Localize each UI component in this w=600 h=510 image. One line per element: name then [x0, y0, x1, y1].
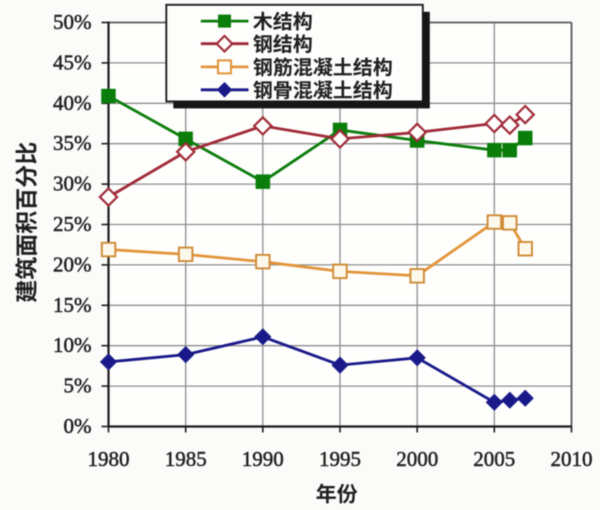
- svg-text:20%: 20%: [53, 252, 92, 276]
- svg-text:1980: 1980: [88, 447, 130, 471]
- svg-text:1985: 1985: [165, 447, 207, 471]
- svg-text:25%: 25%: [53, 212, 92, 236]
- svg-text:2000: 2000: [396, 447, 438, 471]
- svg-text:1995: 1995: [319, 447, 361, 471]
- svg-text:0%: 0%: [64, 414, 92, 438]
- svg-text:30%: 30%: [53, 172, 92, 196]
- svg-text:45%: 45%: [53, 50, 92, 74]
- svg-text:10%: 10%: [53, 333, 92, 357]
- svg-text:5%: 5%: [64, 374, 92, 398]
- svg-text:50%: 50%: [53, 10, 92, 34]
- svg-text:15%: 15%: [53, 293, 92, 317]
- svg-text:2010: 2010: [551, 447, 593, 471]
- svg-text:2005: 2005: [473, 447, 515, 471]
- svg-text:35%: 35%: [53, 131, 92, 155]
- svg-text:40%: 40%: [53, 91, 92, 115]
- svg-text:1990: 1990: [242, 447, 284, 471]
